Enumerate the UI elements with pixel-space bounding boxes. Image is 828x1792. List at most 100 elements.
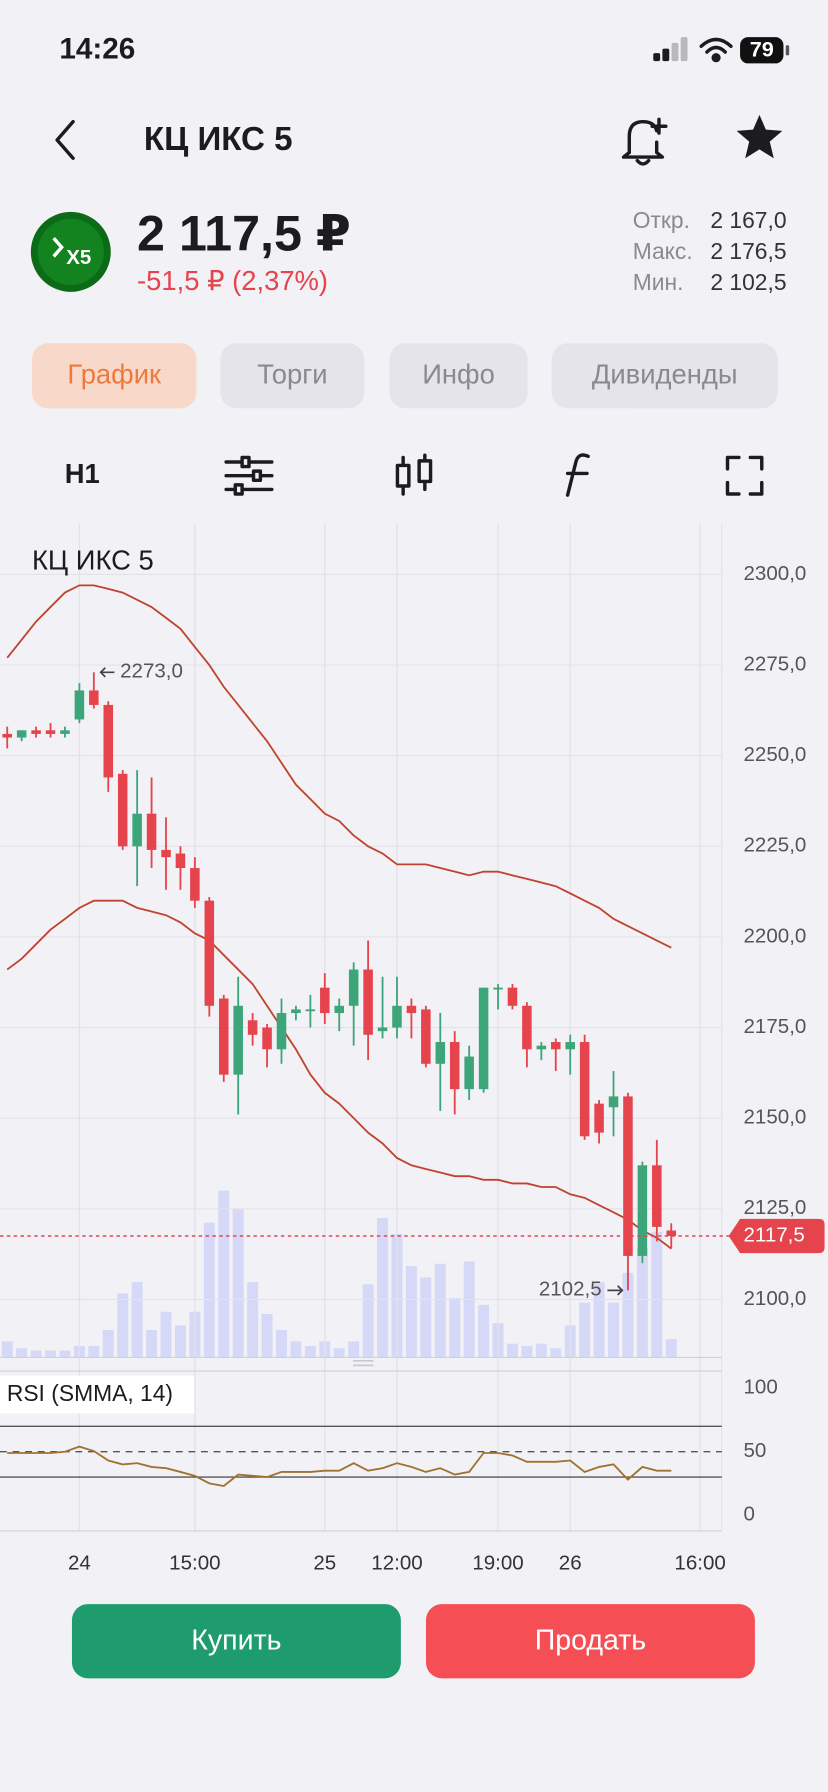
alert-button[interactable] — [621, 117, 668, 166]
volume-bar — [434, 1263, 446, 1358]
candle-body — [31, 730, 41, 734]
indicators-button[interactable] — [565, 453, 590, 497]
battery-nub — [785, 45, 790, 56]
candle-body — [623, 1096, 633, 1256]
candle-body — [464, 1056, 474, 1090]
sell-label: Продать — [535, 1624, 646, 1656]
volume-bar — [636, 1247, 648, 1358]
tab[interactable] — [389, 343, 528, 409]
interval-button[interactable]: H1 — [65, 458, 100, 489]
candle-body — [522, 1005, 532, 1050]
annotation-label: 2273,0 — [120, 660, 183, 683]
volume-bar — [579, 1302, 591, 1358]
volume-bar — [1, 1341, 13, 1358]
favorite-button[interactable] — [736, 114, 783, 159]
volume-bar — [593, 1282, 605, 1358]
candle-body — [74, 690, 85, 720]
y-tick-label: 2125,0 — [743, 1196, 806, 1219]
candle-body — [363, 969, 373, 1035]
logo-text: X5 — [66, 246, 91, 269]
tab-label: Торги — [257, 359, 327, 390]
buy-button[interactable] — [71, 1604, 401, 1679]
volume-bar — [535, 1343, 547, 1358]
logo-mark — [52, 237, 64, 258]
candle-body — [652, 1165, 662, 1227]
volume-bar — [160, 1311, 172, 1358]
volume-bar — [651, 1231, 663, 1358]
settings-button[interactable] — [224, 455, 274, 496]
x-tick-label: 26 — [559, 1552, 582, 1575]
volume-bar — [117, 1293, 129, 1358]
tab[interactable] — [220, 343, 365, 409]
y-tick-label: 2225,0 — [743, 834, 806, 857]
candle-body — [377, 1027, 388, 1032]
battery — [740, 37, 784, 64]
volume-bar — [665, 1339, 677, 1358]
candle-body — [190, 868, 200, 901]
candle-body — [536, 1045, 547, 1050]
candle-body — [348, 969, 359, 1006]
volume-bar — [478, 1304, 490, 1358]
fullscreen-button[interactable] — [725, 455, 764, 496]
back-button[interactable] — [55, 119, 75, 160]
volume-bar — [247, 1282, 259, 1358]
candle-body — [392, 1005, 402, 1028]
volume-bar — [622, 1272, 634, 1358]
volume-bar — [218, 1190, 230, 1358]
volume-bar — [232, 1208, 244, 1358]
volume-bar — [333, 1348, 345, 1358]
rsi-title: RSI (SMMA, 14) — [7, 1380, 173, 1406]
candle-body — [262, 1027, 272, 1050]
price-change: -51,5 ₽ (2,37%) — [137, 265, 328, 296]
volume-bar — [59, 1350, 71, 1358]
tab[interactable] — [551, 343, 778, 409]
tab-label: Инфо — [422, 359, 495, 390]
candle-body — [247, 1020, 258, 1035]
y-tick-label: 2100,0 — [743, 1287, 806, 1310]
y-tick-label: 2250,0 — [743, 743, 806, 766]
y-tick-label: 2200,0 — [743, 924, 806, 947]
x-tick-label: 24 — [68, 1552, 91, 1575]
volume-bar — [362, 1284, 374, 1358]
rsi-line — [7, 1445, 672, 1487]
bollinger-band — [6, 584, 672, 949]
sell-button[interactable] — [425, 1604, 755, 1679]
annotation-arrow — [607, 1285, 624, 1296]
logo-inner — [37, 218, 104, 285]
volume-bar — [463, 1261, 475, 1358]
stat-value: 2 102,5 — [710, 269, 786, 295]
candle-body — [276, 1013, 287, 1050]
candle-body — [161, 849, 171, 858]
tab[interactable] — [31, 343, 197, 409]
candle-body — [146, 813, 157, 850]
candle-body — [579, 1042, 590, 1137]
rsi-tick-label: 100 — [743, 1376, 777, 1399]
y-tick-label: 2275,0 — [743, 652, 806, 675]
stat-label: Откр. — [633, 207, 690, 233]
tab-label: График — [67, 359, 162, 390]
candle-body — [551, 1042, 561, 1050]
candle-body — [2, 733, 12, 738]
annotation-label: 2102,5 — [539, 1278, 602, 1301]
candle-body — [320, 987, 330, 1014]
candle-body — [117, 773, 128, 847]
volume-bar — [146, 1329, 158, 1358]
stat-label: Макс. — [633, 238, 693, 264]
status-time: 14:26 — [59, 33, 135, 66]
annotation-arrow — [99, 667, 115, 678]
chart-type-button[interactable] — [395, 453, 433, 496]
candle-body — [175, 853, 186, 869]
buy-label: Купить — [191, 1624, 281, 1656]
chart-title: КЦ ИКС 5 — [32, 545, 154, 576]
volume-bar — [88, 1345, 100, 1358]
tab-bar: График Торги Инфо Дивиденды — [31, 343, 778, 409]
candle-body — [421, 1009, 431, 1064]
volume-bar — [203, 1222, 215, 1358]
volume-bar — [449, 1298, 461, 1358]
volume-bar — [30, 1350, 42, 1358]
candle-body — [233, 1005, 243, 1075]
candle-body — [45, 730, 56, 734]
volume-bar — [174, 1325, 186, 1358]
rsi-tick-label: 50 — [743, 1439, 766, 1462]
